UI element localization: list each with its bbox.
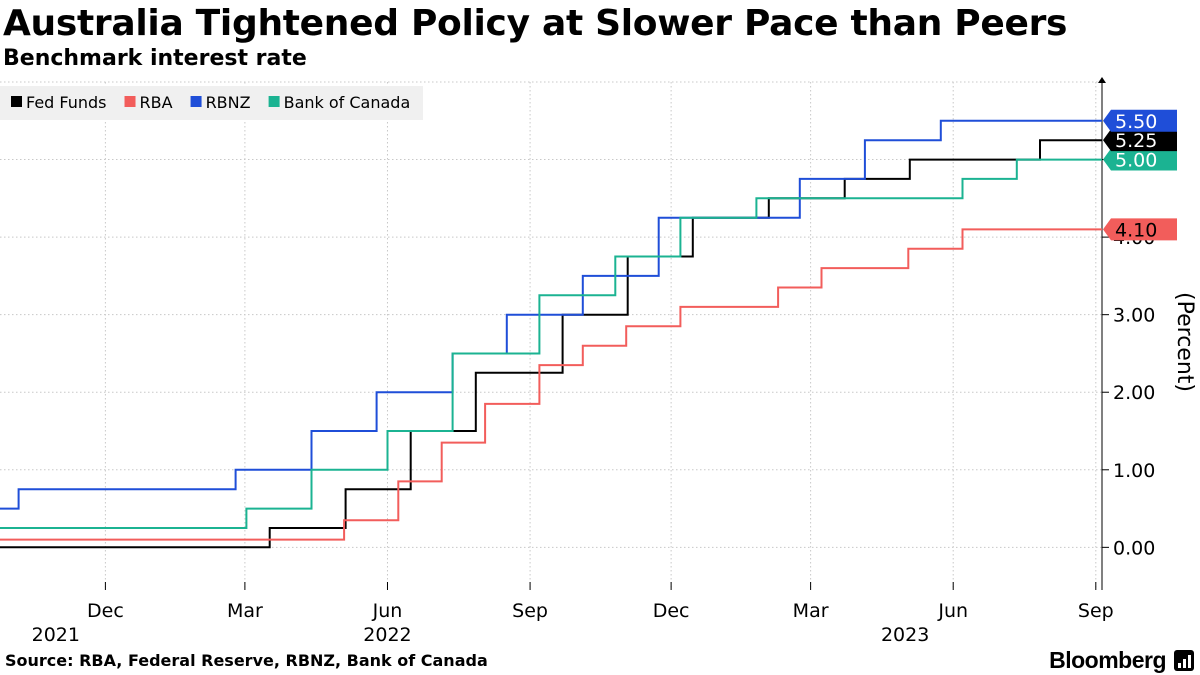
end-label-value: 5.25 bbox=[1115, 130, 1157, 152]
y-axis-label: (Percent) bbox=[1172, 292, 1197, 392]
x-tick-label: Mar bbox=[793, 600, 829, 622]
series-lines bbox=[0, 119, 1102, 549]
legend-label: Bank of Canada bbox=[284, 93, 411, 112]
grid-lines bbox=[0, 81, 1102, 590]
source-note: Source: RBA, Federal Reserve, RBNZ, Bank… bbox=[5, 651, 488, 670]
y-tick-label: 1.00 bbox=[1113, 460, 1155, 482]
x-year-label: 2023 bbox=[881, 624, 929, 646]
end-label-box bbox=[1103, 129, 1177, 152]
chart-subtitle: Benchmark interest rate bbox=[3, 46, 307, 71]
x-tick-label: Sep bbox=[512, 600, 548, 622]
legend-label: Fed Funds bbox=[26, 93, 107, 112]
legend-background bbox=[0, 86, 423, 120]
legend-swatch bbox=[190, 96, 202, 107]
legend-swatch bbox=[11, 96, 22, 107]
x-tick-label: Jun bbox=[372, 600, 403, 622]
legend-swatch bbox=[124, 96, 136, 107]
series-line bbox=[0, 139, 1102, 549]
x-tick-label: Dec bbox=[87, 600, 124, 622]
brand-logo: Bloomberg bbox=[1049, 647, 1166, 673]
x-tick-label: Mar bbox=[227, 600, 263, 622]
y-tick-label: 0.00 bbox=[1113, 537, 1155, 559]
x-tick-label: Jun bbox=[937, 600, 968, 622]
y-tick-label: 2.00 bbox=[1113, 382, 1155, 404]
end-value-labels: 5.005.255.50 4.10 bbox=[1103, 109, 1177, 241]
end-label-value: 5.50 bbox=[1115, 111, 1157, 133]
bloomberg-terminal-icon bbox=[1174, 650, 1194, 671]
y-tick-label: 3.00 bbox=[1113, 305, 1155, 327]
end-label-box bbox=[1103, 148, 1177, 171]
series-line bbox=[0, 158, 1102, 529]
end-label-value: 5.00 bbox=[1115, 150, 1157, 172]
legend-swatch bbox=[268, 96, 280, 107]
end-label-box bbox=[1103, 218, 1177, 241]
end-label-value: 4.10 bbox=[1115, 219, 1157, 241]
legend-label: RBA bbox=[140, 93, 173, 112]
legend-label: RBNZ bbox=[206, 93, 251, 112]
axes: 0.001.002.003.004.005.00DecMarJunSepDecM… bbox=[32, 77, 1197, 646]
legend: Fed Funds RBA RBNZ Bank of Canada bbox=[0, 86, 423, 120]
x-year-label: 2021 bbox=[32, 624, 80, 646]
y-axis-arrow bbox=[1098, 77, 1106, 83]
x-year-label: 2022 bbox=[363, 624, 411, 646]
chart-title: Australia Tightened Policy at Slower Pac… bbox=[3, 3, 1068, 44]
end-label-box bbox=[1103, 109, 1177, 132]
series-line bbox=[0, 228, 1102, 541]
x-tick-label: Dec bbox=[653, 600, 690, 622]
x-tick-label: Sep bbox=[1078, 600, 1114, 622]
